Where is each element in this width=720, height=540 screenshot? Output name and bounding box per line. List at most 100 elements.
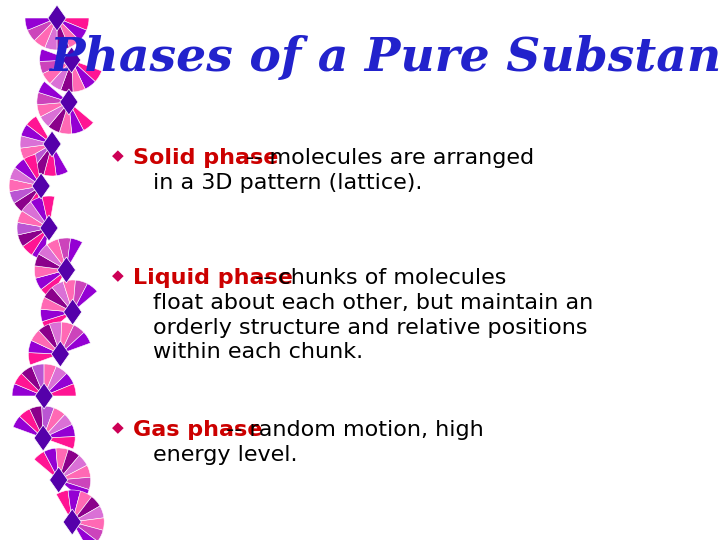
Wedge shape	[59, 102, 72, 134]
Wedge shape	[40, 102, 69, 126]
Wedge shape	[15, 159, 41, 186]
Wedge shape	[32, 228, 49, 260]
Wedge shape	[22, 202, 49, 228]
Polygon shape	[50, 467, 68, 493]
Wedge shape	[24, 154, 41, 186]
Wedge shape	[52, 281, 73, 312]
Wedge shape	[35, 254, 66, 270]
Wedge shape	[57, 18, 69, 50]
Polygon shape	[58, 257, 76, 283]
Wedge shape	[60, 333, 91, 354]
Wedge shape	[28, 341, 60, 354]
Polygon shape	[60, 89, 78, 115]
Wedge shape	[71, 60, 85, 92]
Wedge shape	[42, 312, 73, 333]
Text: in a 3D pattern (lattice).: in a 3D pattern (lattice).	[153, 173, 423, 193]
Wedge shape	[58, 480, 89, 501]
Wedge shape	[72, 522, 98, 540]
Wedge shape	[31, 197, 49, 228]
Text: Liquid phase: Liquid phase	[133, 268, 293, 288]
Polygon shape	[43, 131, 61, 157]
Wedge shape	[18, 228, 49, 246]
Wedge shape	[43, 424, 75, 438]
Wedge shape	[39, 324, 60, 354]
Wedge shape	[32, 364, 44, 396]
Polygon shape	[40, 215, 58, 241]
Text: within each chunk.: within each chunk.	[153, 342, 363, 362]
Wedge shape	[63, 280, 76, 312]
Wedge shape	[42, 406, 54, 438]
Wedge shape	[32, 330, 60, 354]
Wedge shape	[34, 186, 47, 218]
Text: -- random motion, high: -- random motion, high	[220, 420, 484, 440]
Wedge shape	[37, 102, 69, 117]
Wedge shape	[42, 196, 55, 228]
Text: orderly structure and relative positions: orderly structure and relative positions	[153, 318, 588, 338]
Text: ◆: ◆	[112, 268, 124, 283]
Wedge shape	[72, 497, 100, 522]
Text: Phases of a Pure Substance: Phases of a Pure Substance	[50, 35, 720, 81]
Text: float about each other, but maintain an: float about each other, but maintain an	[153, 293, 593, 313]
Wedge shape	[72, 522, 103, 540]
Text: Solid phase: Solid phase	[133, 148, 279, 168]
Wedge shape	[71, 60, 102, 82]
Wedge shape	[44, 144, 56, 176]
Wedge shape	[40, 60, 71, 73]
Wedge shape	[72, 506, 104, 522]
Wedge shape	[41, 270, 66, 298]
Wedge shape	[34, 451, 58, 480]
Wedge shape	[66, 238, 82, 270]
Wedge shape	[25, 18, 57, 30]
Wedge shape	[45, 18, 57, 50]
Wedge shape	[43, 414, 72, 438]
Wedge shape	[17, 222, 49, 235]
Wedge shape	[27, 116, 52, 144]
Wedge shape	[44, 373, 73, 396]
Wedge shape	[14, 186, 41, 212]
Wedge shape	[60, 325, 84, 354]
Wedge shape	[40, 49, 71, 62]
Wedge shape	[44, 364, 56, 396]
Wedge shape	[69, 102, 84, 134]
Polygon shape	[63, 47, 81, 73]
Polygon shape	[35, 383, 53, 409]
Wedge shape	[58, 455, 87, 480]
Wedge shape	[56, 448, 68, 480]
Wedge shape	[72, 518, 104, 530]
Wedge shape	[58, 465, 91, 480]
Wedge shape	[43, 408, 65, 438]
Text: ◆: ◆	[112, 420, 124, 435]
Wedge shape	[9, 186, 41, 203]
Wedge shape	[57, 18, 86, 40]
Wedge shape	[60, 322, 74, 354]
Wedge shape	[44, 367, 67, 396]
Wedge shape	[47, 239, 66, 270]
Polygon shape	[63, 299, 82, 325]
Wedge shape	[21, 125, 52, 144]
Wedge shape	[19, 409, 43, 438]
Wedge shape	[35, 270, 66, 289]
Wedge shape	[69, 102, 94, 130]
Wedge shape	[72, 491, 91, 522]
Wedge shape	[73, 280, 87, 312]
Text: -- molecules are arranged: -- molecules are arranged	[238, 148, 534, 168]
Wedge shape	[28, 353, 60, 365]
Wedge shape	[9, 179, 41, 192]
Wedge shape	[60, 60, 73, 92]
Wedge shape	[10, 167, 41, 186]
Wedge shape	[44, 287, 73, 312]
Wedge shape	[68, 490, 81, 522]
Wedge shape	[38, 82, 69, 102]
Wedge shape	[23, 228, 49, 255]
Wedge shape	[32, 144, 52, 175]
Wedge shape	[43, 437, 75, 449]
Wedge shape	[27, 18, 57, 40]
Wedge shape	[48, 102, 69, 132]
Wedge shape	[50, 60, 71, 90]
Text: Gas phase: Gas phase	[133, 420, 262, 440]
Wedge shape	[58, 449, 79, 480]
Text: ◆: ◆	[112, 148, 124, 163]
Wedge shape	[73, 284, 97, 312]
Wedge shape	[71, 60, 95, 89]
Wedge shape	[58, 238, 71, 270]
